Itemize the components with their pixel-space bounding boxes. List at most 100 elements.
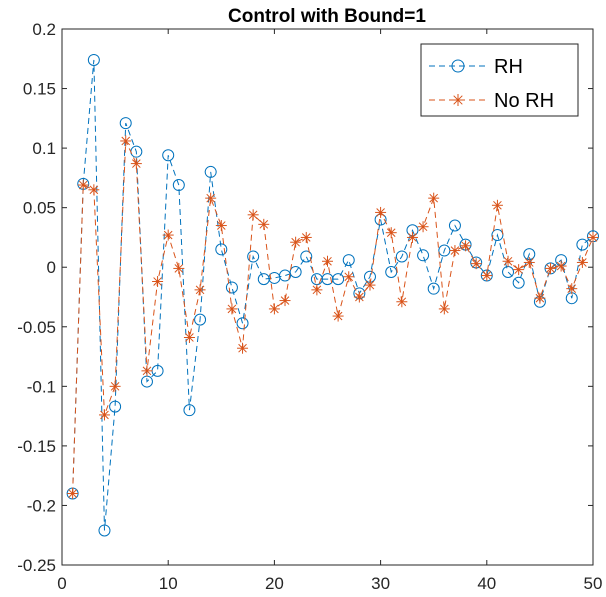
legend: RH No RH <box>420 43 579 117</box>
data-point-no-rh <box>502 255 514 267</box>
legend-marker-norh <box>452 94 464 106</box>
y-axis: -0.25 -0.2 -0.15 -0.1 -0.05 0 0.05 0.1 0.15 0.2 <box>17 20 593 575</box>
star-stroke <box>312 285 322 295</box>
star-stroke <box>514 265 523 274</box>
star-stroke <box>524 258 534 267</box>
star-stroke <box>408 233 417 242</box>
star-stroke <box>461 241 470 251</box>
data-point-rh <box>342 254 355 267</box>
data-point-rh <box>225 281 238 294</box>
data-point-rh <box>87 53 100 66</box>
data-point-rh <box>194 313 207 326</box>
data-point-no-rh <box>322 255 333 267</box>
star-stroke <box>450 246 460 255</box>
plot-area <box>61 28 594 566</box>
data-point-no-rh <box>173 262 185 274</box>
legend-label-norh: No RH <box>494 90 554 112</box>
star-stroke <box>270 304 279 314</box>
data-point-no-rh <box>183 331 195 343</box>
data-point-rh <box>417 249 430 262</box>
y-tick-label: -0.15 <box>17 437 56 456</box>
data-point-no-rh <box>491 199 503 211</box>
data-point-no-rh <box>88 184 100 196</box>
data-point-no-rh <box>449 245 461 257</box>
data-point-no-rh <box>279 295 291 307</box>
star-stroke <box>227 304 237 314</box>
data-point-no-rh <box>375 206 387 218</box>
data-point-rh <box>183 404 196 417</box>
data-point-rh <box>289 265 302 278</box>
data-point-no-rh <box>396 296 408 308</box>
star-stroke <box>280 296 290 305</box>
star-stroke <box>110 382 120 391</box>
data-point-rh <box>300 250 313 263</box>
star-stroke <box>174 264 184 273</box>
legend-marker-rh <box>451 59 465 73</box>
star-stroke <box>323 256 332 266</box>
star-stroke <box>453 95 463 105</box>
star-stroke <box>153 277 162 286</box>
data-point-rh <box>395 250 408 263</box>
data-point-rh <box>215 243 228 256</box>
data-point-no-rh <box>545 262 557 274</box>
y-tick-label: -0.1 <box>27 377 56 396</box>
data-point-no-rh <box>523 256 535 268</box>
x-axis: 0 10 20 30 40 50 <box>57 29 602 593</box>
data-point-rh <box>427 282 440 295</box>
star-stroke <box>578 258 587 267</box>
data-point-no-rh <box>513 264 525 276</box>
data-point-no-rh <box>162 229 174 241</box>
legend-star-norh <box>452 94 464 106</box>
data-point-rh <box>172 179 185 192</box>
data-point-rh <box>204 165 217 178</box>
data-point-no-rh <box>237 342 249 354</box>
data-point-no-rh <box>343 271 355 283</box>
data-point-no-rh <box>152 276 164 288</box>
data-point-no-rh <box>534 292 546 304</box>
star-stroke <box>301 233 311 242</box>
data-point-rh <box>448 219 461 232</box>
star-stroke <box>248 210 258 220</box>
data-point-no-rh <box>353 291 365 303</box>
data-point-rh <box>491 229 504 242</box>
data-point-no-rh <box>406 231 418 243</box>
data-point-rh <box>512 276 525 289</box>
star-stroke <box>163 230 173 240</box>
data-point-rh <box>247 250 260 263</box>
y-tick-label: 0.1 <box>32 139 56 158</box>
star-stroke <box>376 208 385 217</box>
data-point-no-rh <box>460 240 472 252</box>
data-point-no-rh <box>438 303 450 315</box>
data-point-no-rh <box>215 220 227 232</box>
star-stroke <box>397 297 407 307</box>
data-point-rh <box>109 400 122 413</box>
data-point-rh <box>385 265 398 278</box>
data-point-no-rh <box>385 227 397 239</box>
data-point-no-rh <box>332 310 344 322</box>
star-stroke <box>429 193 439 203</box>
y-tick-label: -0.2 <box>27 496 56 515</box>
chart-title: Control with Bound=1 <box>228 6 426 27</box>
data-point-no-rh <box>311 284 323 296</box>
data-point-no-rh <box>268 303 280 315</box>
data-point-no-rh <box>417 221 429 233</box>
star-stroke <box>482 271 492 280</box>
star-stroke <box>291 237 300 247</box>
x-tick-label: 0 <box>57 574 66 593</box>
y-tick-label: -0.25 <box>17 556 56 575</box>
data-point-no-rh <box>300 231 312 243</box>
star-stroke <box>100 410 109 420</box>
data-point-no-rh <box>364 279 376 291</box>
data-point-no-rh <box>290 236 302 248</box>
star-stroke <box>503 256 513 266</box>
data-point-no-rh <box>205 192 217 204</box>
x-tick-label: 30 <box>371 574 390 593</box>
star-stroke <box>556 261 566 271</box>
star-stroke <box>333 311 343 321</box>
data-point-no-rh <box>130 158 142 170</box>
data-point-no-rh <box>470 258 482 270</box>
data-point-rh <box>98 524 111 537</box>
star-stroke <box>121 136 131 146</box>
data-point-rh <box>332 273 345 286</box>
star-stroke <box>440 304 449 314</box>
